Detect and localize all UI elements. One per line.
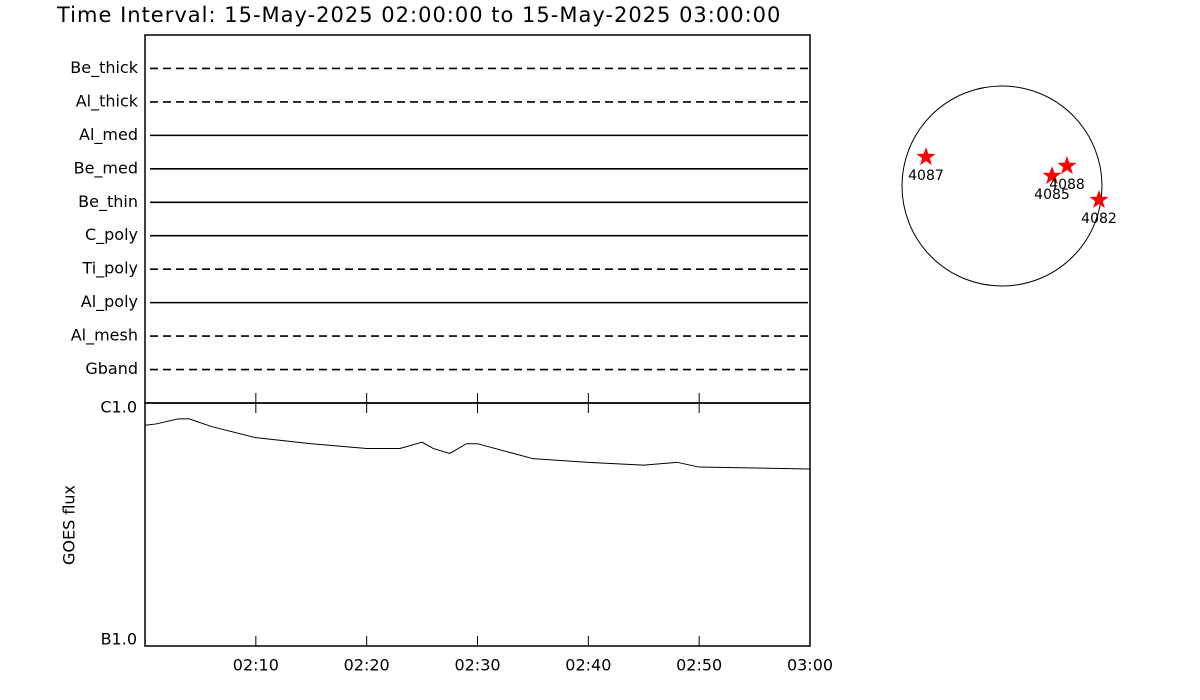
row-label: Al_mesh (71, 326, 138, 346)
region-label: 4082 (1081, 211, 1117, 227)
x-tick-label: 02:40 (565, 656, 611, 675)
goes-line (144, 418, 811, 470)
region-label: 4085 (1034, 187, 1070, 203)
region-marker (1057, 156, 1077, 175)
row-label: Al_med (79, 125, 138, 145)
chart-title: Time Interval: 15-May-2025 02:00:00 to 1… (56, 3, 781, 27)
row-label: Ti_poly (81, 259, 138, 279)
x-tick-label: 02:30 (454, 656, 500, 675)
region-marker (916, 147, 936, 166)
row-label: Be_thick (70, 58, 138, 78)
region-marker (1042, 166, 1062, 185)
x-tick-label: 02:10 (233, 656, 279, 675)
row-label: Al_thick (76, 91, 139, 111)
y-tick-label: C1.0 (100, 398, 137, 417)
goes-panel (144, 402, 811, 647)
x-tick-label: 02:50 (676, 656, 722, 675)
row-label: Be_med (74, 158, 138, 178)
y-tick-label: B1.0 (101, 630, 137, 649)
row-label: Be_thin (78, 192, 138, 212)
row-label: Gband (85, 359, 138, 378)
region-marker (1089, 190, 1109, 208)
region-label: 4087 (908, 168, 944, 184)
filter-panel (144, 34, 811, 404)
region-label: 4088 (1049, 177, 1085, 193)
y-axis-label: GOES flux (60, 485, 79, 565)
x-tick-label: 02:20 (344, 656, 390, 675)
row-label: C_poly (85, 225, 138, 245)
x-tick-label: 03:00 (787, 656, 833, 675)
solar-disk (901, 85, 1103, 287)
row-label: Al_poly (81, 292, 138, 312)
